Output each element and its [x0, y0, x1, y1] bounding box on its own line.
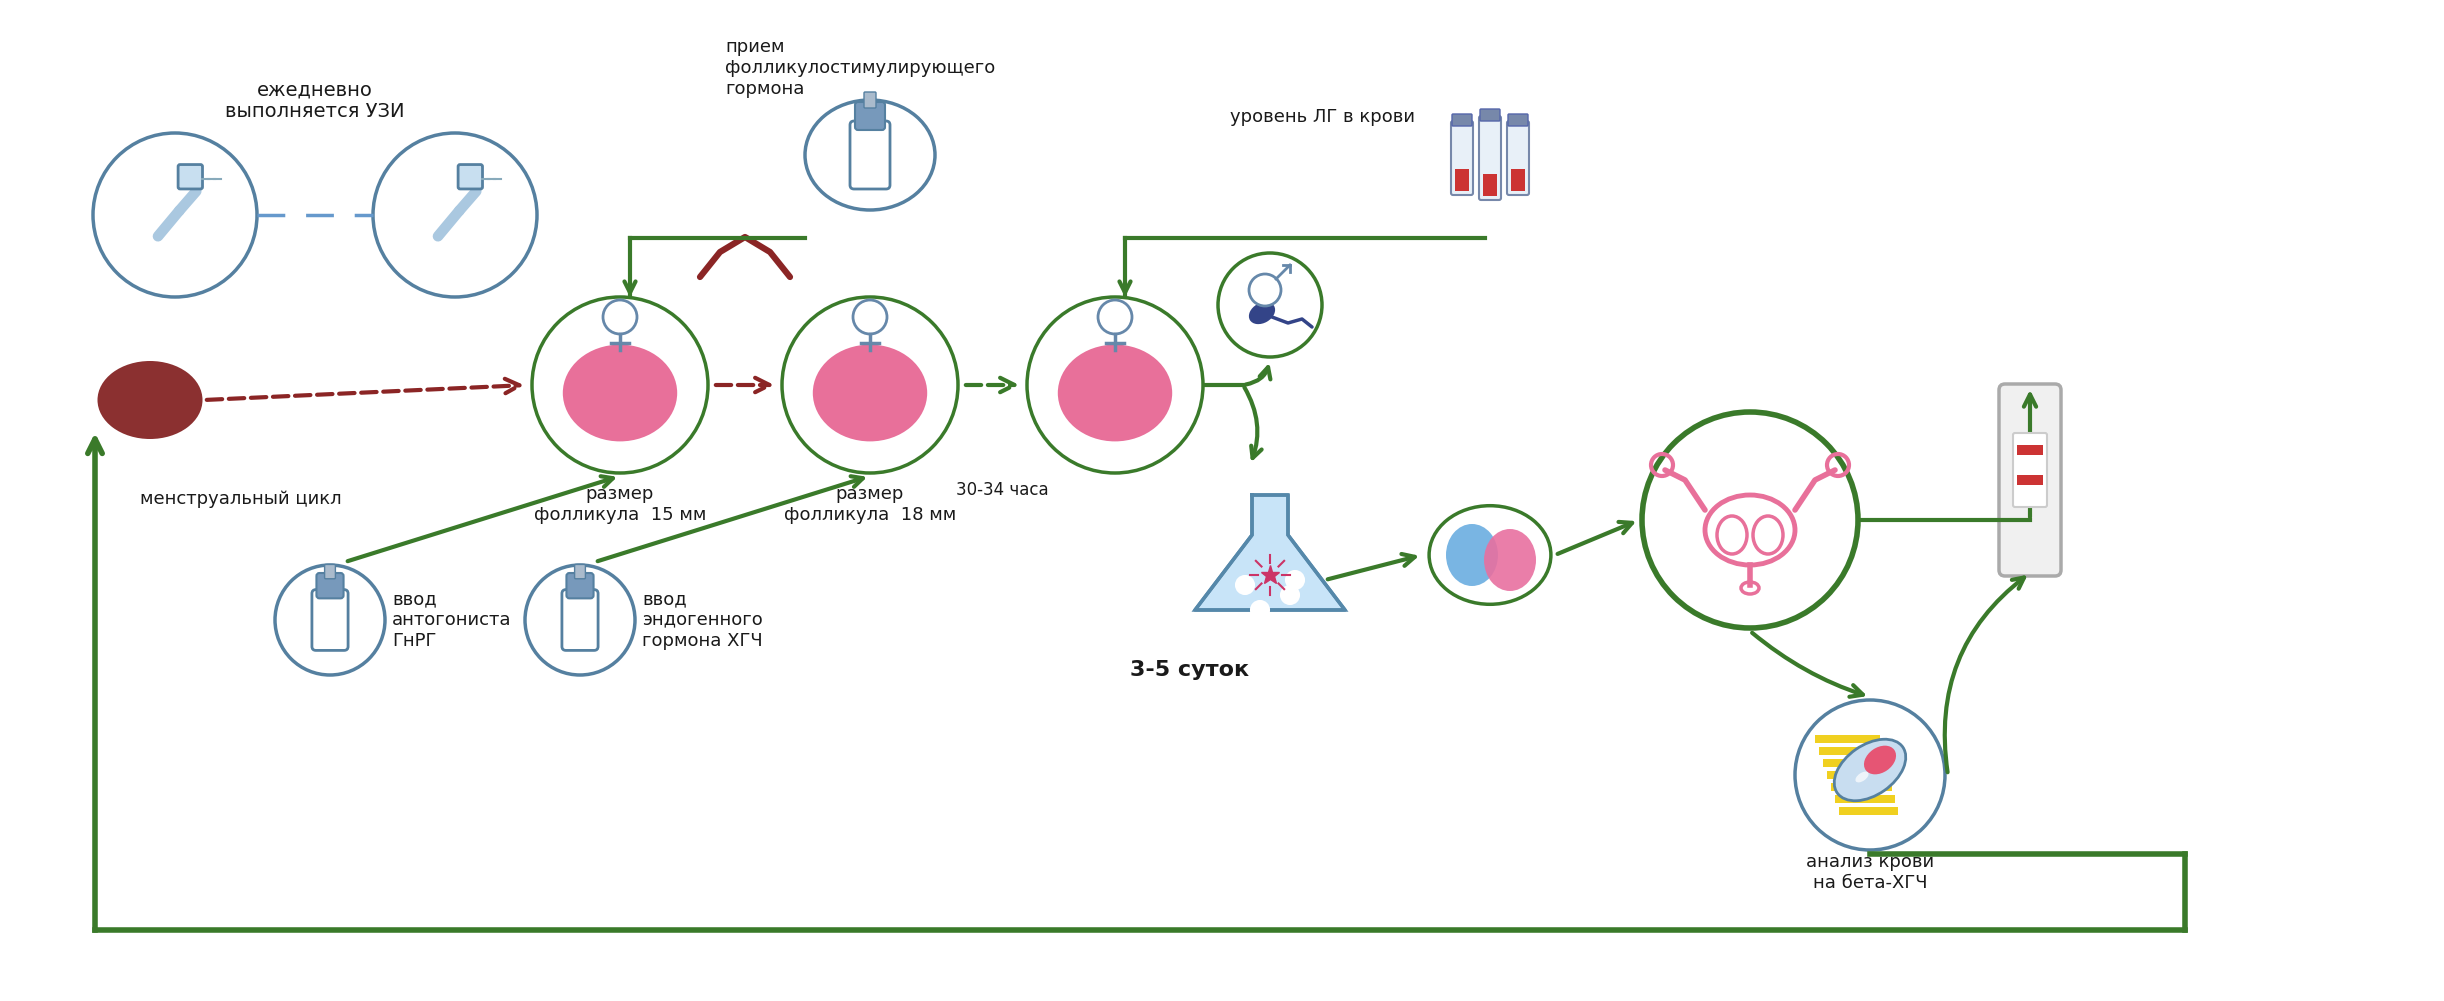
Circle shape	[525, 565, 635, 675]
Bar	[1510, 169, 1525, 191]
Text: ввод
эндогенного
гормона ХГЧ: ввод эндогенного гормона ХГЧ	[643, 590, 763, 650]
Ellipse shape	[814, 344, 926, 441]
FancyBboxPatch shape	[574, 565, 587, 579]
Ellipse shape	[1447, 524, 1498, 586]
Bar	[1831, 783, 1892, 791]
Text: менструальный цикл: менструальный цикл	[139, 490, 342, 508]
Bar	[1838, 807, 1899, 815]
Bar	[1823, 759, 1887, 767]
FancyBboxPatch shape	[2014, 433, 2048, 507]
Ellipse shape	[1835, 740, 1906, 801]
Ellipse shape	[1865, 746, 1897, 775]
Circle shape	[276, 565, 386, 675]
Ellipse shape	[98, 361, 203, 439]
Circle shape	[782, 297, 958, 473]
FancyBboxPatch shape	[1452, 114, 1471, 126]
Bar	[1816, 735, 1879, 743]
Circle shape	[1642, 412, 1857, 628]
Circle shape	[1026, 297, 1202, 473]
Bar	[2016, 475, 2043, 485]
Bar	[1828, 771, 1889, 779]
FancyBboxPatch shape	[325, 565, 335, 579]
Polygon shape	[1195, 495, 1344, 610]
Circle shape	[374, 133, 538, 297]
FancyBboxPatch shape	[855, 102, 885, 130]
FancyBboxPatch shape	[1508, 121, 1530, 195]
Text: анализ крови
на бета-ХГЧ: анализ крови на бета-ХГЧ	[1806, 853, 1933, 892]
Ellipse shape	[1430, 506, 1552, 605]
Bar	[1835, 795, 1894, 803]
Bar	[2016, 445, 2043, 455]
FancyBboxPatch shape	[562, 590, 599, 651]
Ellipse shape	[1484, 529, 1535, 591]
FancyBboxPatch shape	[315, 573, 345, 599]
Bar	[1818, 747, 1882, 755]
Circle shape	[93, 133, 257, 297]
Ellipse shape	[1249, 302, 1276, 324]
FancyBboxPatch shape	[1452, 121, 1474, 195]
FancyBboxPatch shape	[567, 573, 594, 599]
Circle shape	[1249, 274, 1281, 306]
FancyBboxPatch shape	[1999, 384, 2060, 576]
Text: уровень ЛГ в крови: уровень ЛГ в крови	[1229, 108, 1415, 126]
Circle shape	[1217, 253, 1322, 357]
Circle shape	[1251, 601, 1268, 619]
FancyBboxPatch shape	[865, 92, 875, 108]
Ellipse shape	[804, 100, 936, 210]
Circle shape	[604, 300, 638, 334]
Text: ежедневно
выполняется УЗИ: ежедневно выполняется УЗИ	[225, 80, 406, 121]
Ellipse shape	[1058, 344, 1173, 441]
Bar	[1454, 169, 1469, 191]
Text: размер
фолликула  18 мм: размер фолликула 18 мм	[785, 485, 956, 524]
FancyBboxPatch shape	[1479, 116, 1501, 200]
Circle shape	[1794, 700, 1945, 850]
Text: размер
фолликула  15 мм: размер фолликула 15 мм	[533, 485, 706, 524]
Circle shape	[1281, 586, 1300, 604]
FancyBboxPatch shape	[1481, 109, 1501, 121]
Ellipse shape	[1855, 772, 1870, 783]
FancyBboxPatch shape	[178, 164, 203, 189]
Circle shape	[853, 300, 887, 334]
Bar	[1484, 174, 1498, 196]
FancyBboxPatch shape	[313, 590, 347, 651]
Circle shape	[1286, 571, 1305, 589]
Text: 3-5 суток: 3-5 суток	[1132, 660, 1249, 680]
FancyBboxPatch shape	[457, 164, 481, 189]
Ellipse shape	[562, 344, 677, 441]
Text: ввод
антогониста
ГнРГ: ввод антогониста ГнРГ	[391, 590, 511, 650]
Circle shape	[533, 297, 709, 473]
Text: 30-34 часа: 30-34 часа	[956, 481, 1048, 499]
FancyBboxPatch shape	[851, 121, 890, 189]
FancyBboxPatch shape	[1508, 114, 1528, 126]
Circle shape	[1097, 300, 1132, 334]
Text: прием
фолликулостимулирующего
гормона: прием фолликулостимулирующего гормона	[726, 38, 995, 98]
Circle shape	[1237, 576, 1254, 594]
